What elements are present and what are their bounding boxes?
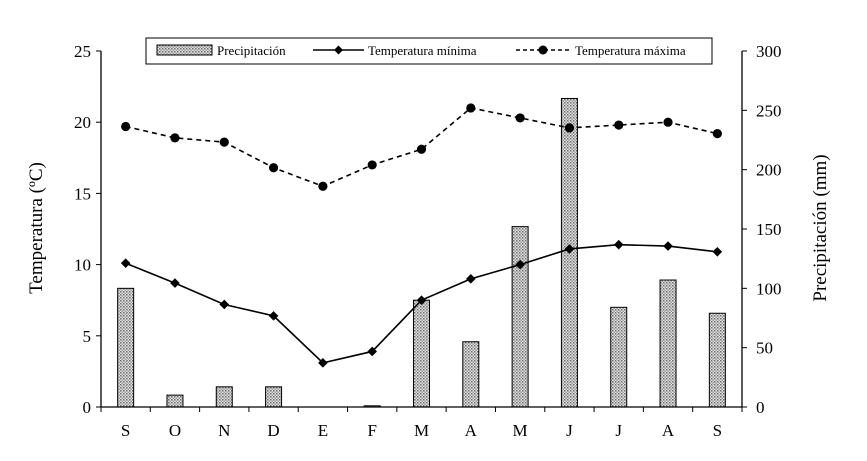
precipitation-bar bbox=[708, 312, 726, 408]
max-temperature-point bbox=[318, 181, 328, 191]
min-temperature-point bbox=[170, 278, 180, 288]
x-tick-label: D bbox=[267, 421, 279, 440]
max-temperature-point bbox=[663, 117, 673, 127]
min-temperature-point bbox=[416, 295, 427, 305]
left-tick-label: 5 bbox=[83, 327, 92, 346]
right-tick-label: 300 bbox=[756, 42, 782, 61]
legend-label-precipitation: Precipitación bbox=[217, 43, 286, 58]
left-tick-label: 10 bbox=[74, 256, 91, 275]
left-tick-label: 0 bbox=[83, 398, 92, 417]
x-tick-label: A bbox=[662, 421, 675, 440]
x-tick-label: A bbox=[465, 421, 478, 440]
min-temperature-point bbox=[318, 358, 328, 368]
x-tick-label: J bbox=[615, 421, 622, 440]
x-tick-label: F bbox=[367, 421, 376, 440]
max-temperature-point bbox=[268, 163, 279, 173]
max-temperature-point bbox=[367, 160, 377, 170]
legend-swatch-precipitation bbox=[156, 44, 213, 56]
x-tick-label: S bbox=[121, 421, 130, 440]
precipitation-bar bbox=[659, 279, 677, 408]
x-tick-label: M bbox=[414, 421, 429, 440]
min-temperature-point bbox=[367, 346, 377, 357]
x-tick-label: O bbox=[169, 421, 181, 440]
legend-box bbox=[145, 37, 713, 65]
min-temperature-point bbox=[515, 259, 525, 270]
legend-label-max: Temperatura máxima bbox=[575, 43, 686, 58]
x-tick-label: M bbox=[513, 421, 528, 440]
precipitation-bar bbox=[215, 386, 233, 408]
left-axis-title: Temperatura (ºC) bbox=[26, 162, 47, 294]
precipitation-bar bbox=[462, 341, 480, 408]
precipitation-bar bbox=[117, 287, 135, 408]
temperature-lines bbox=[120, 103, 723, 368]
x-tick-label: J bbox=[566, 421, 573, 440]
right-tick-label: 250 bbox=[756, 101, 782, 120]
right-tick-label: 50 bbox=[756, 339, 773, 358]
left-tick-label: 15 bbox=[74, 184, 91, 203]
max-temperature-point bbox=[614, 120, 624, 130]
right-tick-label: 200 bbox=[756, 161, 782, 180]
legend-label-min: Temperatura mínima bbox=[368, 43, 477, 58]
precipitation-bar bbox=[413, 299, 430, 408]
right-axis-title: Precipitación (mm) bbox=[810, 154, 831, 301]
min-temperature-point bbox=[712, 246, 723, 257]
max-temperature-point bbox=[466, 103, 476, 113]
legend: Precipitación Temperatura mínima Tempera… bbox=[145, 37, 713, 65]
legend-marker-max bbox=[538, 45, 548, 55]
max-temperature-point bbox=[219, 137, 229, 147]
legend-marker-min bbox=[334, 45, 343, 55]
min-temperature-point bbox=[466, 274, 476, 284]
precipitation-bar bbox=[511, 226, 529, 408]
right-tick-label: 0 bbox=[756, 398, 765, 417]
min-temperature-point bbox=[268, 311, 279, 321]
precipitation-bar bbox=[610, 306, 628, 408]
min-temperature-point bbox=[564, 244, 575, 254]
max-temperature-point bbox=[416, 144, 427, 154]
x-tick-label: E bbox=[318, 421, 328, 440]
right-tick-label: 150 bbox=[756, 220, 782, 239]
min-temperature-point bbox=[120, 258, 131, 268]
min-temperature-point bbox=[219, 299, 230, 310]
precipitation-bar bbox=[166, 394, 184, 408]
max-temperature-point bbox=[712, 128, 722, 139]
right-tick-label: 100 bbox=[756, 279, 782, 298]
left-tick-label: 20 bbox=[74, 113, 91, 132]
min-temperature-point bbox=[663, 241, 673, 251]
precipitation-bar bbox=[265, 386, 283, 408]
x-tick-label: S bbox=[713, 421, 722, 440]
max-temperature-point bbox=[564, 123, 575, 133]
max-temperature-point bbox=[121, 121, 131, 132]
max-temperature-point bbox=[170, 133, 180, 143]
left-tick-label: 25 bbox=[74, 42, 91, 61]
max-temperature-point bbox=[515, 113, 525, 123]
min-temperature-point bbox=[613, 239, 624, 250]
x-tick-label: N bbox=[218, 421, 230, 440]
